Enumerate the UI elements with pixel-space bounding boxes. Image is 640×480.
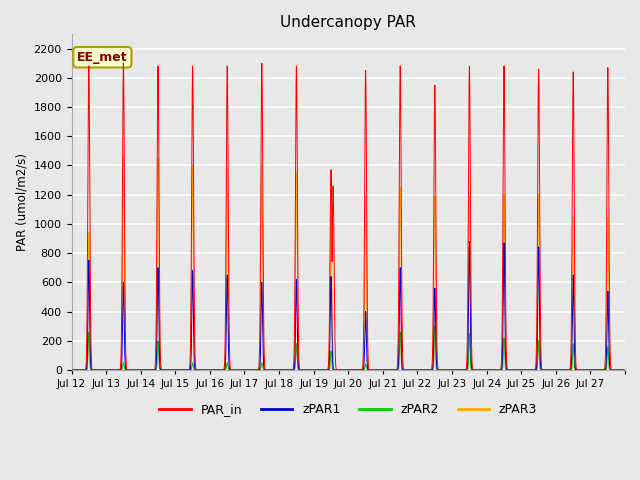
Line: PAR_in: PAR_in	[72, 63, 625, 370]
zPAR2	[527, 367, 535, 373]
Title: Undercanopy PAR: Undercanopy PAR	[280, 15, 416, 30]
Legend: PAR_in, zPAR1, zPAR2, zPAR3: PAR_in, zPAR1, zPAR2, zPAR3	[154, 398, 542, 421]
zPAR3	[500, 193, 508, 199]
zPAR3	[621, 367, 629, 373]
zPAR2	[500, 337, 508, 343]
zPAR3	[399, 361, 406, 367]
zPAR3	[527, 367, 535, 373]
PAR_in	[527, 367, 535, 373]
Y-axis label: PAR (umol/m2/s): PAR (umol/m2/s)	[15, 153, 28, 251]
zPAR2	[68, 367, 76, 373]
zPAR1	[500, 246, 508, 252]
Line: zPAR3: zPAR3	[72, 155, 625, 370]
zPAR3	[120, 152, 127, 158]
zPAR1	[369, 367, 377, 373]
Line: zPAR2: zPAR2	[72, 326, 625, 370]
zPAR2	[182, 367, 190, 373]
PAR_in	[500, 72, 508, 78]
zPAR2	[431, 324, 438, 329]
zPAR2	[369, 367, 377, 373]
PAR_in	[182, 367, 190, 373]
zPAR1	[344, 367, 352, 373]
PAR_in	[369, 367, 377, 373]
zPAR1	[621, 367, 629, 373]
zPAR1	[68, 367, 76, 373]
zPAR1	[182, 367, 190, 373]
PAR_in	[120, 60, 127, 66]
zPAR3	[369, 367, 377, 373]
zPAR3	[541, 367, 549, 373]
zPAR1	[399, 366, 406, 372]
zPAR3	[68, 367, 76, 373]
zPAR2	[542, 367, 550, 373]
zPAR2	[399, 367, 406, 373]
zPAR3	[182, 367, 190, 373]
zPAR1	[465, 239, 473, 244]
Text: EE_met: EE_met	[77, 51, 128, 64]
PAR_in	[68, 367, 76, 373]
zPAR1	[542, 367, 550, 373]
zPAR2	[621, 367, 629, 373]
zPAR1	[527, 367, 535, 373]
PAR_in	[542, 367, 550, 373]
PAR_in	[621, 367, 629, 373]
zPAR2	[344, 367, 352, 373]
PAR_in	[399, 353, 406, 359]
PAR_in	[310, 367, 317, 373]
Line: zPAR1: zPAR1	[72, 241, 625, 370]
